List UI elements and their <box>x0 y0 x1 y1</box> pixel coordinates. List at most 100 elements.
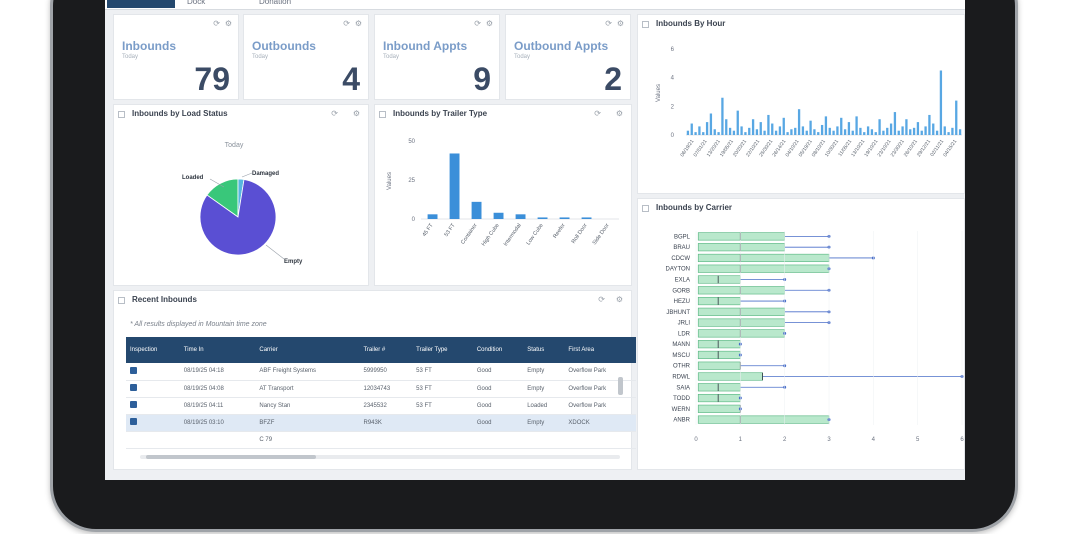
category-label: BRAU <box>673 245 690 251</box>
column-header[interactable]: Carrier <box>255 337 360 363</box>
settings-icon[interactable]: ⚙ <box>615 109 623 118</box>
table-cell: 53 FT <box>412 397 473 415</box>
table-cell: 08/19/25 04:08 <box>179 380 256 398</box>
box <box>697 253 830 263</box>
settings-icon[interactable]: ⚙ <box>352 109 360 118</box>
kpi-inbound-appts-panel[interactable]: ⟳ ⚙ Inbound Appts Today 9 <box>374 14 500 100</box>
bar <box>736 110 739 135</box>
pie-subtitle: Today <box>225 142 244 149</box>
timezone-note: * All results displayed in Mountain time… <box>130 321 267 328</box>
table-row[interactable]: 08/19/25 04:18 ABF Freight Systems 59999… <box>126 363 636 381</box>
settings-icon[interactable]: ⚙ <box>354 19 362 28</box>
box <box>697 296 741 306</box>
table-cell: Good <box>472 363 524 381</box>
inbounds-by-carrier-panel: Inbounds by Carrier BGPL BRAU CDCW DAYTON EX… <box>637 198 965 470</box>
category-label: TODD <box>673 396 691 402</box>
bar <box>916 122 920 135</box>
table-cell: 53 FT <box>412 380 473 398</box>
bar <box>471 201 482 219</box>
bar <box>805 130 808 135</box>
inspection-cell[interactable] <box>126 397 180 415</box>
settings-icon[interactable]: ⚙ <box>224 19 232 28</box>
vertical-scrollbar[interactable] <box>618 377 623 395</box>
category-label: WERN <box>672 407 690 413</box>
column-header[interactable]: Trailer # <box>359 337 413 363</box>
kpi-outbounds-panel[interactable]: ⟳ ⚙ Outbounds Today 4 <box>243 14 369 100</box>
bar <box>889 123 893 135</box>
refresh-icon[interactable]: ⟳ <box>331 109 338 118</box>
table-cell: Overflow Park <box>564 397 636 415</box>
x-tick-label: 3 <box>827 437 831 443</box>
table-row[interactable]: 08/19/25 04:08 AT Transport 12034743 53 … <box>126 380 636 398</box>
tab-active[interactable] <box>107 0 175 8</box>
inspection-cell[interactable] <box>126 414 180 432</box>
tab-dock[interactable]: Dock <box>187 0 206 6</box>
bar <box>935 130 939 135</box>
settings-icon[interactable]: ⚙ <box>616 19 624 28</box>
refresh-icon[interactable]: ⟳ <box>605 19 612 28</box>
column-header[interactable]: Status <box>523 337 565 363</box>
refresh-icon[interactable]: ⟳ <box>474 19 481 28</box>
bar <box>767 114 770 135</box>
table-cell <box>523 431 565 449</box>
column-header[interactable]: Inspection <box>126 337 180 363</box>
box <box>697 415 830 424</box>
bar <box>721 97 724 135</box>
panel-checkbox[interactable] <box>118 297 125 304</box>
bar <box>813 129 816 135</box>
kpi-outbound-appts-panel[interactable]: ⟳ ⚙ Outbound Appts Today 2 <box>505 14 631 100</box>
table-header-row: Inspection Time In Carrier Trailer # Tra… <box>126 337 636 363</box>
table-cell <box>359 431 413 449</box>
category-label: JBHUNT <box>666 310 690 316</box>
panel-checkbox[interactable] <box>379 111 386 118</box>
inspection-cell[interactable] <box>126 363 180 381</box>
box <box>697 318 785 327</box>
kpi-title: Outbounds <box>252 39 316 53</box>
inspection-icon[interactable] <box>130 366 137 374</box>
refresh-icon[interactable]: ⟳ <box>598 295 605 304</box>
bar <box>559 217 570 219</box>
inspection-cell[interactable] <box>126 380 180 398</box>
table-cell <box>126 431 180 449</box>
category-label: ANBR <box>673 418 690 424</box>
tab-donation[interactable]: Donation <box>259 0 292 6</box>
bar <box>515 214 526 219</box>
refresh-icon[interactable]: ⟳ <box>343 19 350 28</box>
kpi-inbounds-panel[interactable]: ⟳ ⚙ Inbounds Today 79 <box>113 14 239 100</box>
inspection-icon[interactable] <box>130 418 137 425</box>
settings-icon[interactable]: ⚙ <box>615 295 623 304</box>
settings-icon[interactable]: ⚙ <box>485 19 493 28</box>
inspection-icon[interactable] <box>130 401 137 408</box>
panel-checkbox[interactable] <box>642 205 649 212</box>
bar <box>901 126 904 135</box>
bar <box>866 126 870 135</box>
column-header[interactable]: Condition <box>472 337 524 363</box>
column-header[interactable]: Time In <box>179 337 256 363</box>
refresh-icon[interactable]: ⟳ <box>213 19 220 28</box>
category-label: LDR <box>678 331 691 337</box>
x-tick-label: Reefer <box>552 223 566 240</box>
horizontal-scrollbar[interactable] <box>140 455 620 459</box>
box <box>697 393 741 403</box>
inspection-icon[interactable] <box>130 384 137 391</box>
trailer-chart: 0 25 50 Values 45 FT 53 FT Container High Cube I… <box>387 139 619 247</box>
panel-checkbox[interactable] <box>642 21 649 28</box>
panel-checkbox[interactable] <box>118 111 125 118</box>
table-cell: 12034743 <box>359 380 413 398</box>
pie-slice <box>199 179 277 256</box>
bar <box>763 130 766 135</box>
x-tick-label: Side Door <box>592 223 611 247</box>
refresh-icon[interactable]: ⟳ <box>594 109 601 118</box>
column-header[interactable]: First Area <box>564 337 636 363</box>
table-cell: 5999950 <box>359 363 413 381</box>
y-tick-label: 4 <box>671 76 675 82</box>
column-header[interactable]: Trailer Type <box>412 337 473 363</box>
inbounds-by-hour-panel: Inbounds By Hour 0 2 4 6 Values 06/19/21 07/01… <box>637 14 965 194</box>
y-tick-label: 0 <box>671 133 675 139</box>
scrollbar-thumb[interactable] <box>146 455 316 459</box>
box <box>697 275 741 284</box>
box <box>697 286 785 295</box>
table-cell: Empty <box>523 380 565 398</box>
table-row-selected[interactable]: 08/19/25 03:10 BFZF R943K Good Empty XDO… <box>126 414 636 432</box>
table-row[interactable]: 08/19/25 04:11 Nancy Stan 2345532 53 FT … <box>126 397 636 415</box>
